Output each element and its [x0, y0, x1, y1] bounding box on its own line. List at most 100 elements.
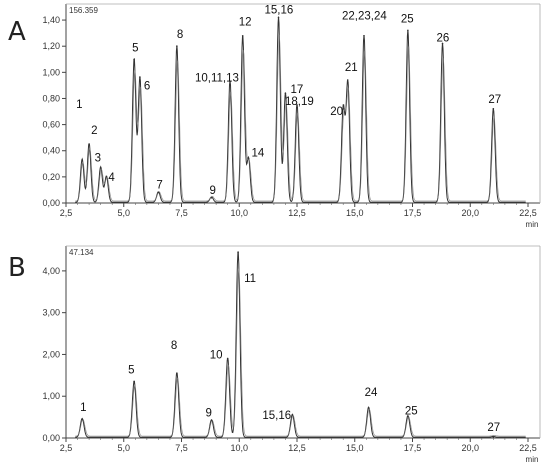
x-tick-label: 12,5	[288, 443, 306, 453]
peak-label: 22,23,24	[342, 11, 387, 23]
peak-apex	[210, 196, 213, 199]
y-tick-label: 1,20	[42, 41, 60, 51]
chromatogram-trace	[75, 16, 526, 203]
x-tick-label: 15,0	[346, 208, 364, 218]
peak-label: 5	[132, 42, 138, 54]
x-axis-unit: min	[526, 220, 539, 229]
peak-apex	[441, 42, 444, 45]
peak-apex	[237, 251, 239, 253]
peak-label: 25	[405, 405, 418, 417]
peak-apex	[284, 92, 287, 95]
peak-apex	[81, 159, 83, 161]
peak-apex	[363, 34, 365, 37]
peak-label: 10,11,13	[195, 72, 239, 84]
chromatogram-overlay-trace	[75, 268, 526, 437]
chromatogram-overlay-trace	[75, 34, 526, 202]
peak-apex	[99, 166, 102, 169]
max-value-label: 156.359	[69, 6, 98, 15]
peak-apex	[291, 414, 294, 416]
x-tick-label: 10,0	[230, 208, 248, 218]
panel-letter: B	[8, 253, 26, 283]
y-tick-label: 1,00	[42, 391, 60, 401]
peak-apex	[342, 108, 345, 110]
x-tick-label: 20,0	[461, 443, 479, 453]
x-tick-label: 22,5	[519, 208, 537, 218]
y-tick-label: 0,60	[42, 120, 60, 130]
peak-label: 20	[330, 106, 343, 118]
peak-label: 27	[488, 94, 501, 106]
peak-label: 17	[290, 84, 303, 96]
peak-apex	[139, 76, 141, 79]
y-tick-label: 3,00	[42, 308, 60, 318]
peak-apex	[81, 418, 83, 421]
peak-apex	[407, 29, 409, 32]
y-tick-label: 2,00	[42, 349, 60, 359]
x-tick-label: 20,0	[461, 208, 479, 218]
peak-label: 21	[345, 62, 358, 74]
peak-apex	[296, 104, 298, 106]
chromatogram-panel-a: A 156.359 2,5 5,0 7,5 10,0 12,5 15,0 17,5 20,0 22,…	[8, 3, 541, 229]
x-tick-label: 7,5	[175, 443, 188, 453]
peak-label: 11	[244, 273, 256, 285]
peak-apex	[176, 45, 178, 47]
peak-label: 7	[156, 180, 162, 192]
y-tick-label: 0,20	[42, 172, 60, 182]
peak-apex	[88, 143, 90, 145]
y-tick-label: 1,40	[42, 15, 60, 25]
peak-label: 1	[80, 402, 86, 414]
peak-apex	[133, 58, 135, 61]
peak-label: 5	[128, 365, 134, 377]
peak-label: 15,16	[265, 4, 294, 16]
chromatogram-panel-b: B 47.134 2,5 5,0 7,5 10,0 12,5 15,0 17,5 20,0 22,5…	[8, 245, 541, 464]
x-tick-label: 15,0	[346, 443, 364, 453]
x-tick-label: 2,5	[60, 208, 73, 218]
x-tick-label: 17,5	[404, 208, 422, 218]
peak-label: 8	[171, 340, 177, 352]
peak-apex	[229, 80, 231, 83]
peak-label: 18,19	[285, 96, 314, 108]
peak-apex	[247, 157, 250, 160]
peak-label: 26	[437, 33, 450, 45]
x-axis-unit: min	[526, 455, 539, 464]
peak-apex	[367, 407, 370, 409]
x-tick-label: 17,5	[404, 443, 422, 453]
peak-label: 8	[177, 29, 183, 41]
peak-apex	[210, 419, 213, 422]
y-tick-label: 0,00	[42, 198, 60, 208]
peak-label: 24	[365, 387, 378, 399]
peak-label: 4	[108, 172, 115, 184]
x-tick-label: 22,5	[519, 443, 537, 453]
x-tick-label: 12,5	[288, 208, 306, 218]
peak-label: 9	[206, 407, 212, 419]
y-tick-label: 0,80	[42, 93, 60, 103]
peak-label: 12	[239, 17, 252, 29]
peak-apex	[492, 108, 495, 110]
peak-apex	[105, 176, 108, 178]
peak-label: 27	[487, 422, 500, 434]
peak-label: 3	[95, 153, 101, 165]
x-tick-label: 5,0	[117, 443, 130, 453]
peak-label: 6	[144, 81, 150, 93]
peak-label: 9	[210, 185, 216, 197]
peak-apex	[277, 16, 280, 19]
peak-apex	[492, 436, 495, 438]
x-tick-label: 7,5	[175, 208, 188, 218]
panel-letter: A	[8, 17, 26, 47]
peak-apex	[133, 380, 135, 383]
y-tick-label: 0,00	[42, 433, 60, 443]
max-value-label: 47.134	[69, 248, 94, 257]
peak-apex	[157, 191, 160, 194]
y-tick-label: 0,40	[42, 146, 60, 156]
peak-label: 25	[401, 14, 414, 26]
peak-apex	[176, 372, 178, 375]
x-tick-label: 2,5	[60, 443, 73, 453]
peak-apex	[407, 415, 409, 418]
peak-label: 2	[91, 125, 97, 137]
y-tick-label: 1,00	[42, 67, 60, 77]
x-tick-label: 5,0	[117, 208, 130, 218]
peak-label: 1	[76, 99, 82, 111]
y-tick-label: 4,00	[42, 266, 60, 276]
peak-label: 14	[251, 148, 264, 160]
peak-label: 10	[210, 350, 223, 362]
